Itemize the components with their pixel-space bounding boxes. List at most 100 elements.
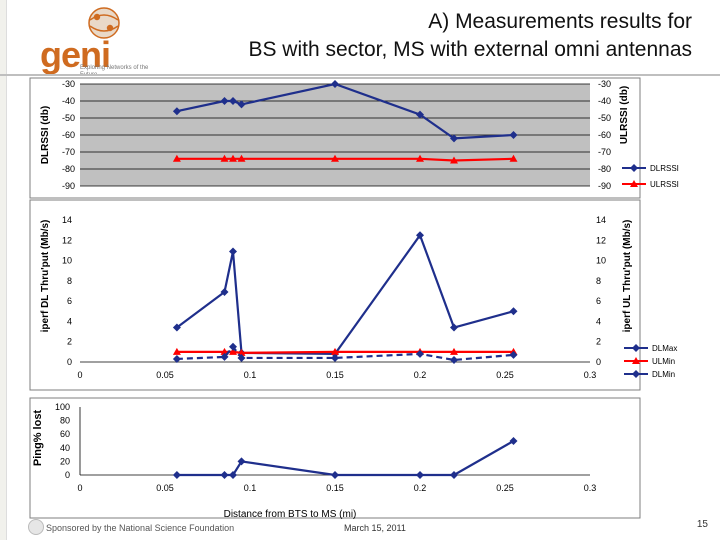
- thruput-point-ULMin: [331, 347, 339, 355]
- thruput-legend-DLMin-label: DLMin: [652, 370, 675, 379]
- rssi-point-ULRSSI: [331, 154, 339, 162]
- slide-title: A) Measurements results for BS with sect…: [172, 8, 692, 64]
- ping-point: [237, 457, 246, 466]
- ping-y-tick: 100: [55, 402, 70, 412]
- thruput-y-tick-left: 0: [67, 357, 72, 367]
- thruput-point-ULMin: [172, 347, 181, 355]
- nsf-seal-icon: [28, 519, 44, 535]
- ping-y-tick: 0: [65, 470, 70, 480]
- rssi-point-DLRSSI: [220, 97, 229, 105]
- thruput-y-tick-right: 8: [596, 276, 601, 286]
- thruput-point-DLMin: [509, 350, 518, 359]
- thruput-point-DLMin: [416, 349, 424, 358]
- thruput-point-DLMin: [220, 352, 229, 361]
- rssi-point-ULRSSI: [450, 156, 458, 164]
- rssi-y-tick-right: -90: [598, 181, 611, 191]
- footer-sponsor: Sponsored by the National Science Founda…: [46, 523, 235, 533]
- thruput-y-tick-left: 12: [62, 235, 72, 245]
- thruput-point-ULMin: [450, 347, 458, 355]
- rssi-y-tick-left: -40: [62, 96, 75, 106]
- ping-x-axis-label: Distance from BTS to MS (mi): [224, 509, 357, 520]
- rssi-y-tick-left: -80: [62, 164, 75, 174]
- ping-y-tick: 40: [60, 443, 70, 453]
- logo-wordmark: geni: [40, 34, 111, 75]
- thruput-legend-ULMin-label: ULMin: [652, 357, 675, 366]
- rssi-y-tick-left: -70: [62, 147, 75, 157]
- ping-point: [172, 471, 181, 479]
- thruput-y-tick-right: 12: [596, 235, 606, 245]
- thruput-x-tick: 0.1: [244, 370, 257, 380]
- thruput-point-DLMax: [509, 307, 518, 316]
- thruput-x-tick: 0.3: [584, 370, 597, 380]
- thruput-y-tick-left: 8: [67, 276, 72, 286]
- rssi-y-tick-right: -50: [598, 113, 611, 123]
- ping-x-tick: 0.25: [496, 483, 514, 493]
- ping-x-tick: 0.15: [326, 483, 344, 493]
- ping-point: [229, 471, 237, 479]
- rssi-y-tick-right: -30: [598, 79, 611, 89]
- ping-x-tick: 0.05: [156, 483, 174, 493]
- rssi-legend-DLRSSI-label: DLRSSI: [650, 164, 679, 173]
- rssi-point-DLRSSI: [509, 131, 518, 139]
- ping-x-tick: 0.1: [244, 483, 257, 493]
- ping-point: [450, 471, 458, 479]
- title-line-1: A) Measurements results for: [428, 10, 692, 33]
- rssi-y-tick-right: -40: [598, 96, 611, 106]
- globe-icon: [88, 7, 120, 39]
- rssi-y-tick-right: -60: [598, 130, 611, 140]
- thruput-y-axis-label-left: iperf DL Thru'put (Mb/s): [40, 220, 51, 333]
- thruput-legend-ULMin-marker: [632, 357, 640, 364]
- ping-point: [416, 471, 424, 479]
- thruput-y-tick-right: 4: [596, 316, 601, 326]
- thruput-point-DLMin: [172, 354, 181, 363]
- thruput-y-axis-label-right: iperf UL Thru'put (Mb/s): [622, 220, 633, 333]
- thruput-y-tick-right: 10: [596, 256, 606, 266]
- rssi-point-ULRSSI: [229, 154, 237, 162]
- rssi-y-tick-right: -80: [598, 164, 611, 174]
- thruput-point-DLMax: [172, 323, 181, 332]
- thruput-y-tick-right: 14: [596, 215, 606, 225]
- title-divider: [0, 74, 720, 76]
- rssi-point-DLRSSI: [331, 80, 339, 88]
- rssi-point-DLRSSI: [450, 134, 458, 143]
- rssi-y-axis-label-right: ULRSSI (db): [619, 86, 630, 144]
- thruput-x-tick: 0.25: [496, 370, 514, 380]
- rssi-point-ULRSSI: [220, 154, 229, 162]
- rssi-point-DLRSSI: [229, 97, 237, 105]
- thruput-point-DLMin: [450, 355, 458, 364]
- ping-point: [220, 471, 229, 479]
- thruput-y-tick-left: 2: [67, 337, 72, 347]
- ping-point: [509, 437, 518, 445]
- ping-x-tick: 0.2: [414, 483, 427, 493]
- ping-point: [331, 471, 339, 479]
- ping-x-tick: 0.3: [584, 483, 597, 493]
- thruput-point-ULMin: [229, 347, 237, 355]
- ping-y-tick: 20: [60, 456, 70, 466]
- thruput-point-DLMax: [229, 247, 237, 256]
- thruput-legend-DLMax-marker: [632, 344, 640, 352]
- ping-y-tick: 80: [60, 416, 70, 426]
- rssi-point-ULRSSI: [237, 154, 246, 162]
- thruput-point-DLMax: [450, 323, 458, 332]
- rssi-y-tick-left: -60: [62, 130, 75, 140]
- thruput-y-tick-right: 2: [596, 337, 601, 347]
- thruput-y-tick-left: 4: [67, 316, 72, 326]
- slide-left-strip: [0, 0, 7, 540]
- ping-y-axis-label: Ping% lost: [32, 410, 44, 467]
- thruput-series-line-DLMin: [176, 345, 514, 362]
- thruput-x-tick: 0.05: [156, 370, 174, 380]
- rssi-point-DLRSSI: [237, 100, 246, 109]
- thruput-legend-DLMax-label: DLMax: [652, 344, 677, 353]
- rssi-legend-ULRSSI-marker: [630, 180, 638, 187]
- rssi-point-DLRSSI: [416, 110, 424, 119]
- rssi-y-tick-left: -90: [62, 181, 75, 191]
- ping-y-tick: 60: [60, 429, 70, 439]
- rssi-point-ULRSSI: [172, 154, 181, 162]
- thruput-x-tick: 0: [77, 370, 82, 380]
- thruput-point-DLMin: [237, 353, 246, 362]
- rssi-legend-ULRSSI-label: ULRSSI: [650, 180, 679, 189]
- rssi-point-ULRSSI: [416, 154, 424, 162]
- thruput-y-tick-left: 14: [62, 215, 72, 225]
- rssi-point-DLRSSI: [172, 107, 181, 116]
